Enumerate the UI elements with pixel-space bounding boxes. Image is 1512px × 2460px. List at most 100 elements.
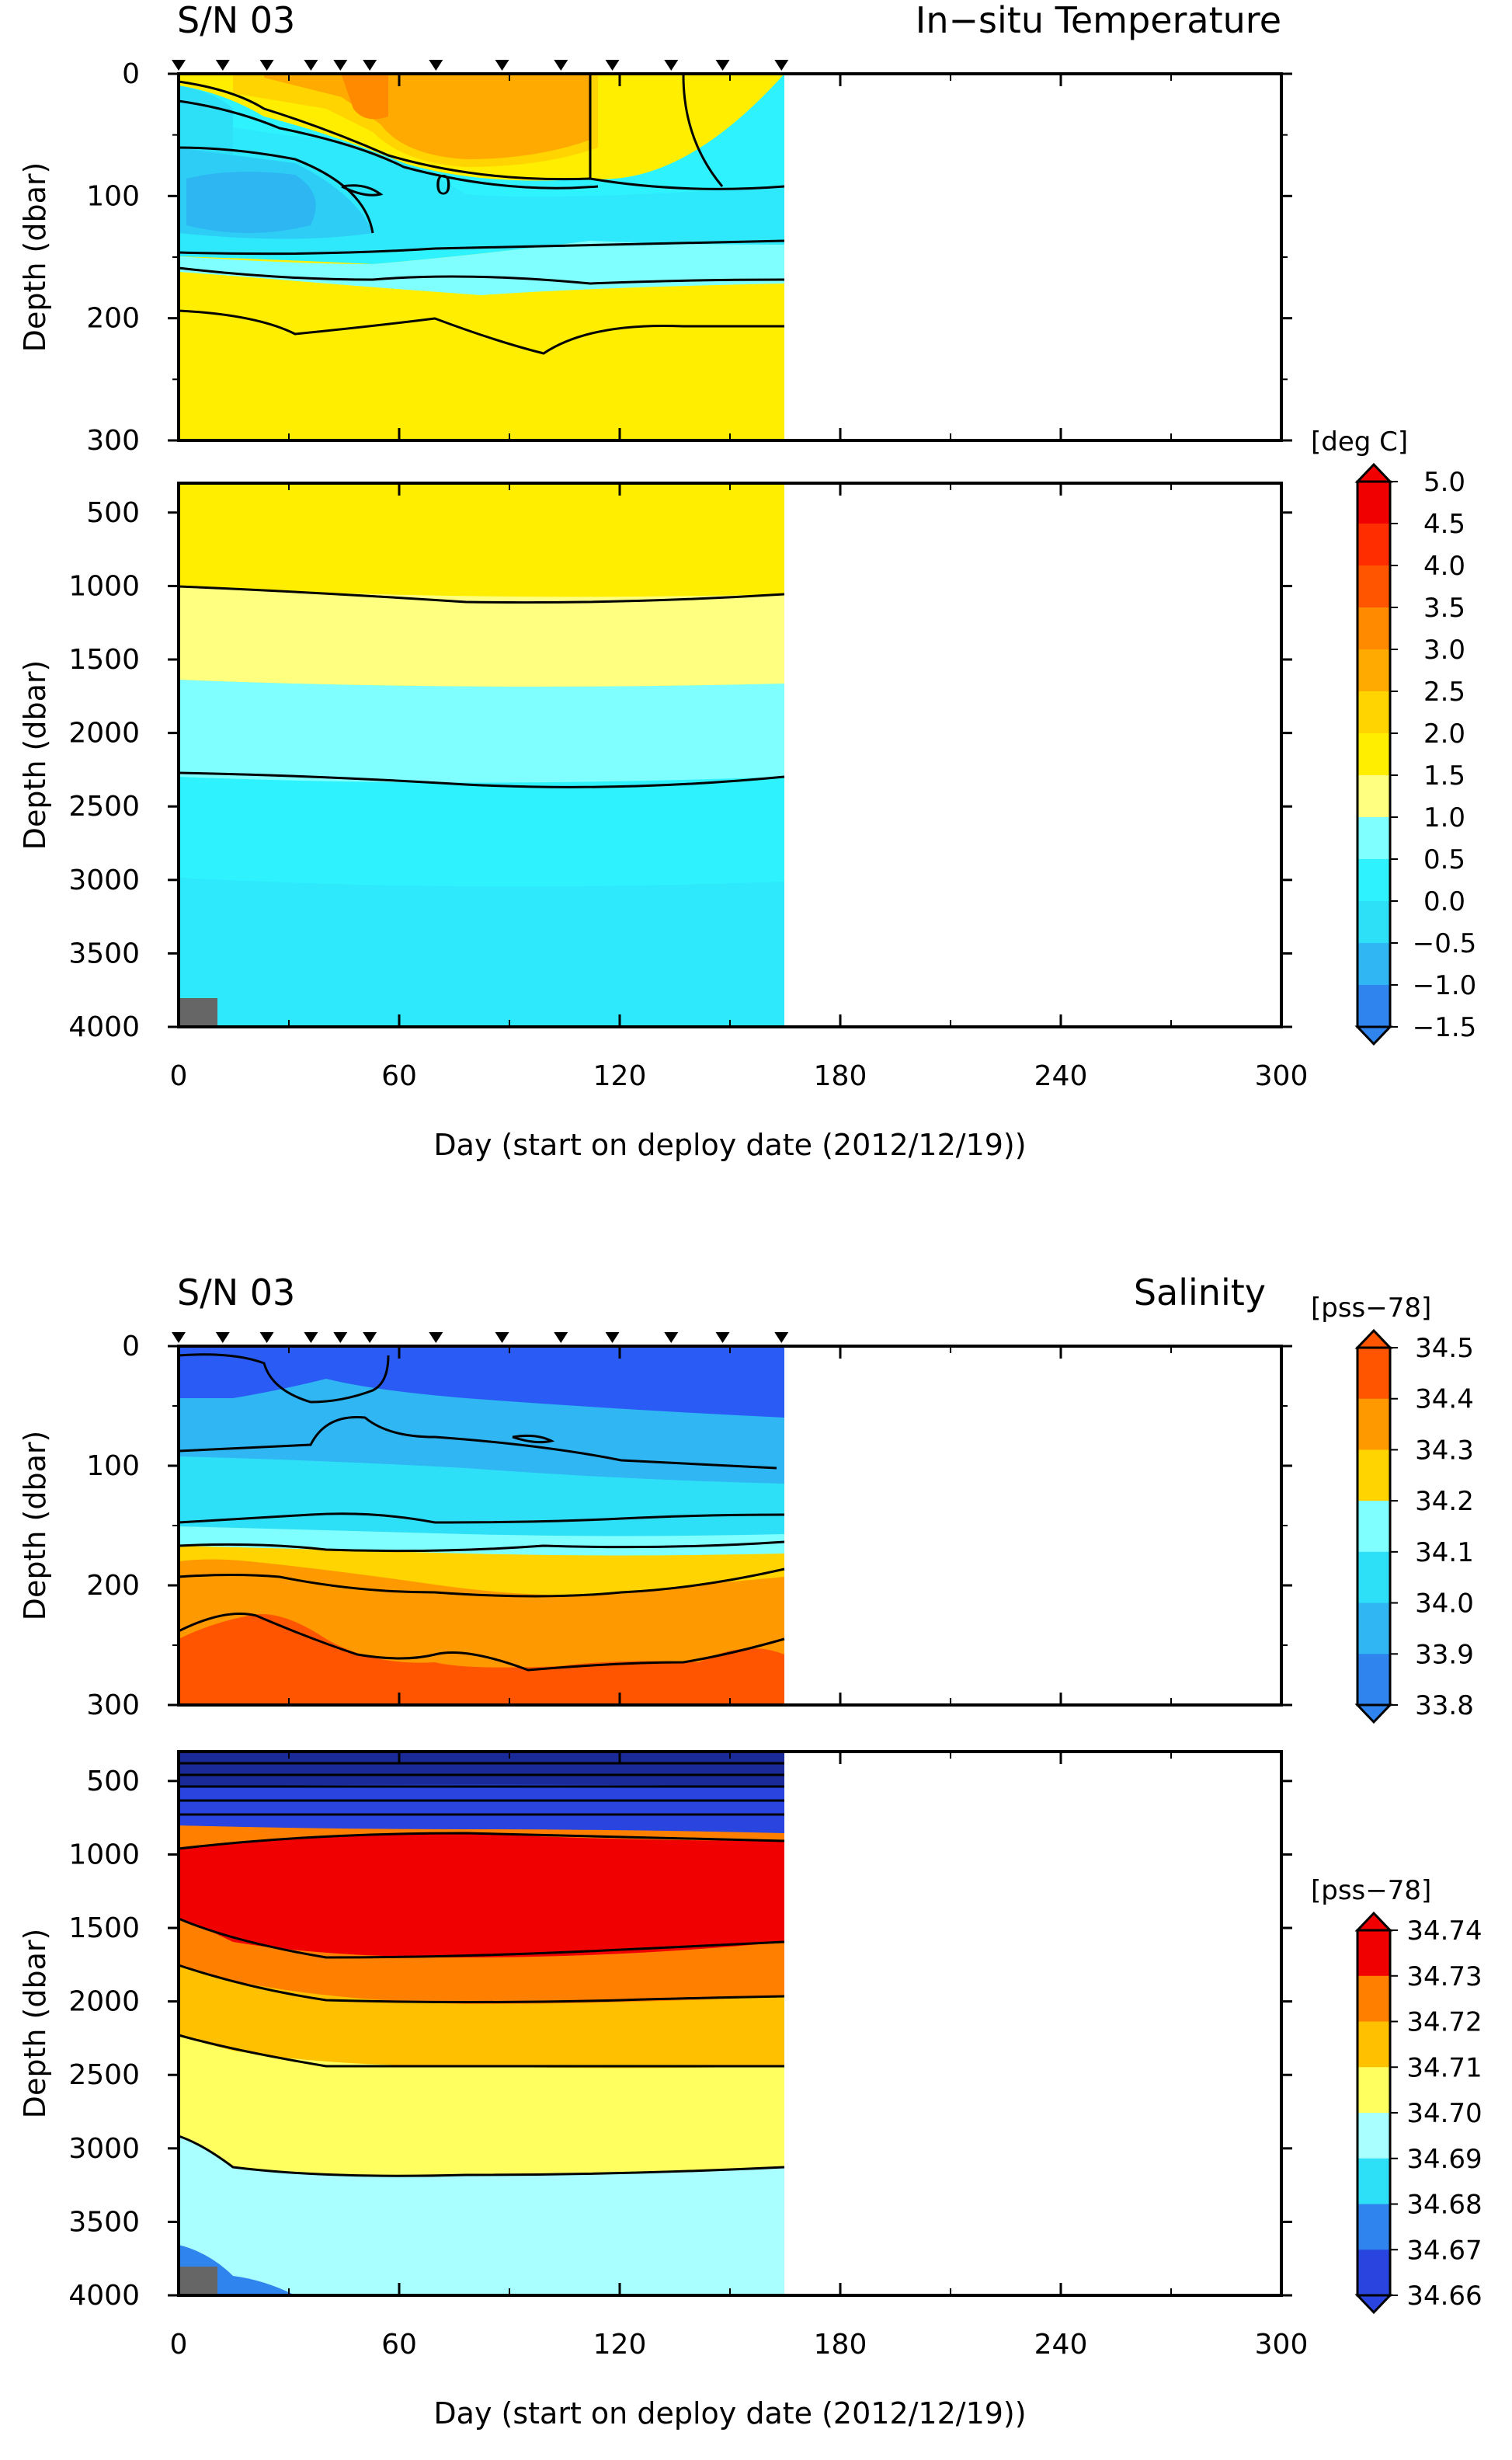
temp-profile-marker xyxy=(172,60,186,71)
sal-xtick-label: 180 xyxy=(814,2329,867,2361)
temp-lower-ytick-label: 1000 xyxy=(68,570,140,602)
sal-upper-colorbar-unit: [pss−78] xyxy=(1311,1293,1431,1324)
sal-profile-marker xyxy=(304,1332,318,1343)
temp-profile-marker xyxy=(429,60,443,71)
temp-axes: 0100200300500100015002000250030003500400… xyxy=(18,58,1308,1162)
sal-upper-colorbar-label: 33.9 xyxy=(1415,1639,1474,1670)
temp-colorbar-unit: [deg C] xyxy=(1311,426,1408,458)
temp-colorbar-label: −1.0 xyxy=(1413,970,1477,1001)
sal-lower-colorbar-segment xyxy=(1357,2204,1390,2250)
sal-xtick-label: 120 xyxy=(593,2329,647,2361)
temp-profile-marker xyxy=(495,60,509,71)
temp-upper-cold-band xyxy=(179,117,784,256)
sal-profile-marker xyxy=(333,1332,348,1343)
temp-contour-6 xyxy=(178,239,785,256)
temp-colorbar-segment xyxy=(1357,859,1390,902)
sal-profile-marker xyxy=(363,1332,377,1343)
temp-profile-marker xyxy=(333,60,348,71)
sal-lower-gray-patch xyxy=(179,2267,217,2295)
sal-upper-colorbar-label: 34.3 xyxy=(1415,1435,1474,1466)
temp-lower-band-cyan3 xyxy=(179,878,784,1027)
sal-profile-marker xyxy=(172,1332,186,1343)
sal-lower-contour-7 xyxy=(178,1917,785,1959)
sal-lower-colorbar-label: 34.66 xyxy=(1406,2281,1482,2312)
temp-lower-ytick-label: 4000 xyxy=(68,1011,140,1043)
sal-lower-colorbar-label: 34.70 xyxy=(1406,2098,1482,2129)
sal-upper-colorbar-frame xyxy=(1356,1346,1392,1707)
sal-profile-marker xyxy=(605,1332,620,1343)
temp-colorbar-label: −1.5 xyxy=(1413,1012,1477,1043)
temp-upper-ytick-label: 0 xyxy=(122,58,140,90)
sal-lower-red xyxy=(179,1833,784,1957)
sal-lower-ytick-label: 1500 xyxy=(68,1912,140,1944)
temp-lower-gray-patch xyxy=(179,998,217,1027)
sal-lower-colorbar-segment xyxy=(1357,2067,1390,2114)
sal-upper-blue xyxy=(179,1346,784,1418)
temp-lower-ytick-label: 1500 xyxy=(68,644,140,676)
sal-lower-ytick-label: 3500 xyxy=(68,2206,140,2238)
temp-colorbar-segment xyxy=(1357,607,1390,650)
sal-lower-contours xyxy=(178,1762,785,2177)
temp-colorbar-segment xyxy=(1357,985,1390,1028)
sal-lower-colorbar-top-arrow xyxy=(1354,1911,1393,1932)
temp-xtick-label: 60 xyxy=(381,1060,417,1092)
temp-colorbar-bottom-arrow xyxy=(1354,1025,1393,1046)
sal-lower-panel xyxy=(177,1750,1283,2297)
temp-upper-panel: 0 xyxy=(177,72,1283,442)
temp-colorbar-label: 0.5 xyxy=(1423,844,1465,875)
temp-contour-4 xyxy=(682,75,724,187)
temp-upper-ytick-label: 200 xyxy=(86,303,140,335)
sal-upper-colorbar-label: 34.0 xyxy=(1415,1588,1474,1620)
sal-lower-colorbar-label: 34.71 xyxy=(1406,2052,1482,2083)
temp-colorbar-label: 3.0 xyxy=(1423,635,1465,666)
temp-colorbar-label: 1.0 xyxy=(1423,802,1465,833)
sal-profile-marker xyxy=(664,1332,679,1343)
sal-upper-ylabel: Depth (dbar) xyxy=(18,1431,52,1621)
temp-colorbar-segment xyxy=(1357,943,1390,986)
sal-xtick-label: 60 xyxy=(381,2329,417,2361)
sal-upper-colorbar-segment xyxy=(1357,1348,1390,1400)
temp-profile-marker xyxy=(554,60,568,71)
sal-upper-colorbar-label: 34.4 xyxy=(1415,1384,1474,1415)
sal-upper-contours xyxy=(178,1353,785,1672)
sal-profile-marker xyxy=(554,1332,568,1343)
sal-upper-ytick-label: 0 xyxy=(122,1331,140,1362)
sal-upper-colorbar-segment xyxy=(1357,1398,1390,1450)
temp-colorbar-label: 4.5 xyxy=(1423,509,1465,540)
sal-lower-contour-10 xyxy=(178,2135,785,2177)
sal-upper-nodata xyxy=(784,1346,1281,1705)
temp-profile-marker xyxy=(259,60,274,71)
sal-upper-colorbar-top-arrow xyxy=(1354,1328,1393,1349)
temp-colorbar-label: 4.0 xyxy=(1423,551,1465,582)
temp-upper-warm-orange xyxy=(264,75,590,159)
sal-lower-colorbar-segment xyxy=(1357,2113,1390,2159)
sal-lower-ytick-label: 2000 xyxy=(68,1986,140,2018)
sal-upper-ytick-label: 100 xyxy=(86,1450,140,1482)
temp-upper-nodata xyxy=(784,74,1281,440)
temp-profile-marker xyxy=(215,60,230,71)
sal-xlabel: Day (start on deploy date (2012/12/19)) xyxy=(433,2396,1026,2430)
sal-contour-4 xyxy=(178,1540,785,1553)
temp-profile-marker xyxy=(664,60,679,71)
temp-title-left: S/N 03 xyxy=(177,0,295,41)
sal-upper-colorbar-segment xyxy=(1357,1551,1390,1604)
temp-contour-2 xyxy=(178,99,599,190)
sal-profile-marker xyxy=(715,1332,730,1343)
sal-contour-3 xyxy=(178,1512,785,1524)
sal-lower-colorbar-label: 34.68 xyxy=(1406,2190,1482,2221)
sal-lower-contour-8 xyxy=(178,1964,785,2003)
sal-xtick-label: 300 xyxy=(1255,2329,1309,2361)
temp-lower-ytick-label: 2000 xyxy=(68,718,140,750)
temp-profile-marker xyxy=(304,60,318,71)
temp-colorbar-label: 0.0 xyxy=(1423,886,1465,917)
sal-profile-marker xyxy=(495,1332,509,1343)
sal-upper-colorbar-segment xyxy=(1357,1602,1390,1654)
sal-upper-ytick-label: 200 xyxy=(86,1570,140,1602)
temp-xtick-label: 240 xyxy=(1034,1060,1088,1092)
sal-xtick-label: 240 xyxy=(1034,2329,1088,2361)
sal-lower-colorbar-segment xyxy=(1357,1975,1390,2022)
sal-upper-colorbar-label: 34.5 xyxy=(1415,1333,1474,1364)
sal-lower-colorbar-label: 34.67 xyxy=(1406,2235,1482,2266)
temp-xtick-label: 300 xyxy=(1255,1060,1309,1092)
sal-colorbar-upper: 34.5 34.4 34.3 34.2 34.1 34.0 33.9 33.8 [pss−78] xyxy=(1311,1293,1474,1724)
